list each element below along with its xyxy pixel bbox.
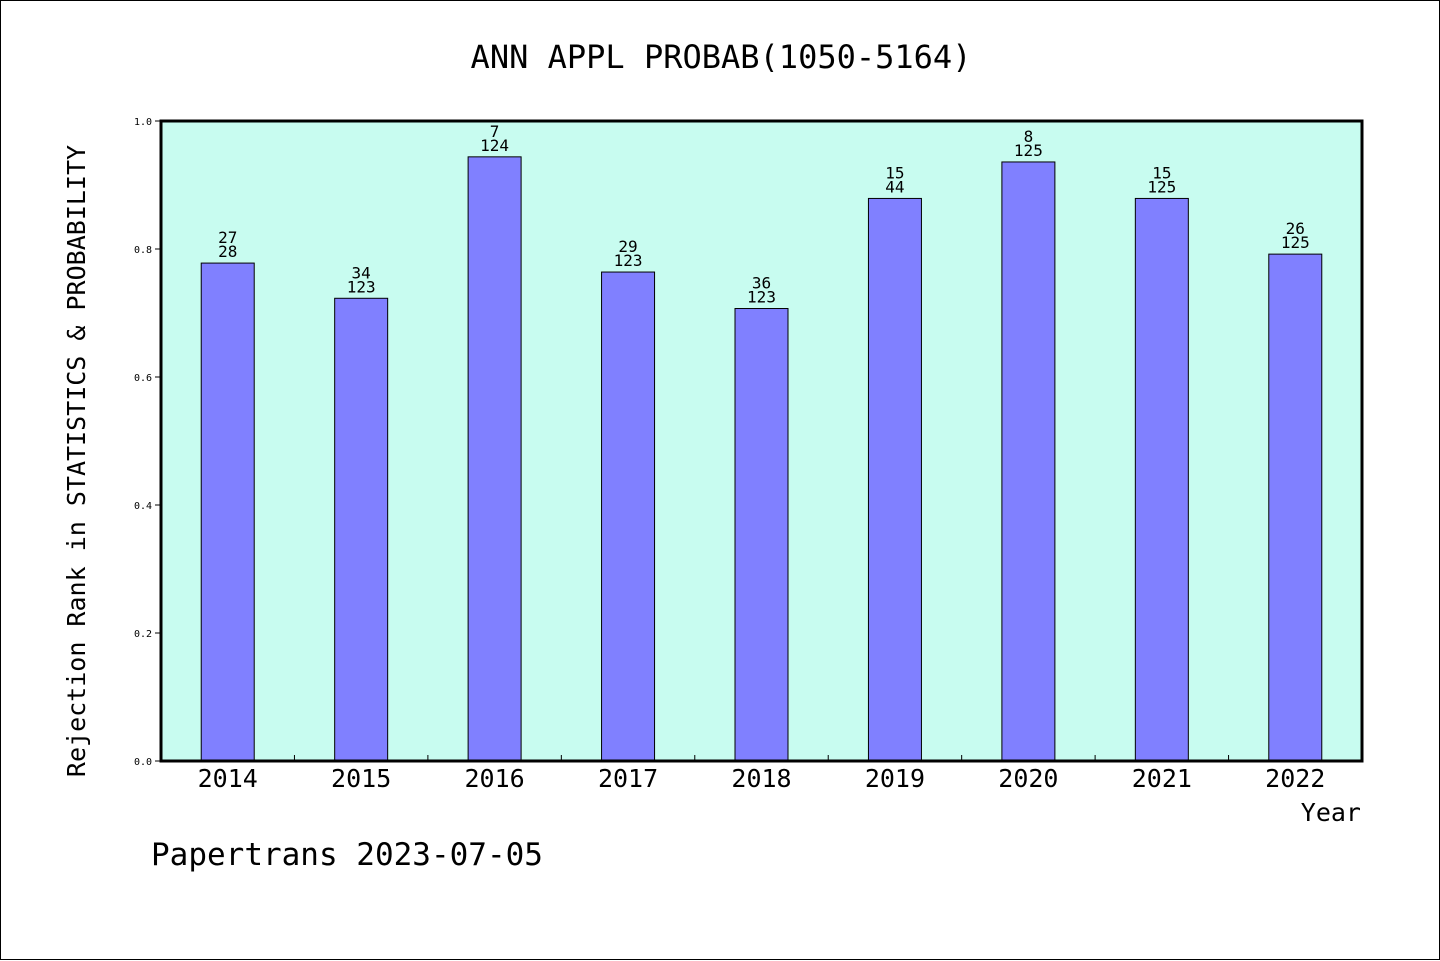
x-tick-label-2022: 2022: [1265, 764, 1325, 793]
bar-2016: [467, 156, 522, 762]
bar-rank-label-2016: 7: [490, 122, 500, 141]
x-axis-ticks: 2014 2015 2016 2017 2018 2019 2020 2021 2022: [198, 755, 1325, 793]
x-tick-label-2014: 2014: [198, 764, 258, 793]
bar-2015: [334, 297, 389, 762]
bar-2020: [1001, 161, 1056, 762]
x-tick-label-2021: 2021: [1132, 764, 1192, 793]
bar-rank-label-2018: 36: [752, 274, 771, 293]
bar-rank-label-2021: 15: [1152, 163, 1171, 182]
bar-total-label-2021: 125: [1147, 177, 1176, 196]
bar-rank-label-2022: 26: [1286, 219, 1305, 238]
bar-2021: [1134, 197, 1189, 762]
x-tick-label-2016: 2016: [465, 764, 525, 793]
y-axis-ticks: 0.0 0.2 0.4 0.6 0.8 1.0: [134, 117, 161, 768]
bar-2018: [734, 308, 789, 762]
y-axis-label: Rejection Rank in STATISTICS & PROBABILI…: [62, 145, 91, 777]
x-axis-label: Year: [1301, 798, 1361, 827]
y-tick-label-0.6: 0.6: [134, 373, 152, 384]
bar-rank-label-2014: 27: [218, 228, 237, 247]
bar-total-label-2019: 44: [885, 177, 904, 196]
y-tick-label-0.4: 0.4: [134, 501, 152, 512]
bar-total-label-2020: 125: [1014, 141, 1043, 160]
footer-credit: Papertrans 2023-07-05: [151, 837, 543, 873]
bar-labels-group: 2728341237124291233612315448125151252612…: [218, 122, 1310, 307]
bar-rank-label-2017: 29: [618, 237, 637, 256]
x-tick-label-2015: 2015: [331, 764, 391, 793]
x-tick-label-2019: 2019: [865, 764, 925, 793]
chart-title: ANN APPL PROBAB(1050-5164): [471, 38, 972, 76]
bar-2014: [200, 262, 255, 762]
bar-total-label-2018: 123: [747, 288, 776, 307]
bar-total-label-2015: 123: [347, 277, 376, 296]
y-tick-label-0.2: 0.2: [134, 629, 152, 640]
bar-total-label-2014: 28: [218, 242, 237, 261]
bar-2022: [1268, 253, 1323, 762]
y-tick-label-1.0: 1.0: [134, 117, 152, 128]
y-tick-label-0.0: 0.0: [134, 757, 152, 768]
x-tick-label-2020: 2020: [998, 764, 1058, 793]
bar-total-label-2016: 124: [480, 136, 509, 155]
bar-total-label-2017: 123: [614, 251, 643, 270]
bar-2019: [867, 197, 922, 762]
y-tick-label-0.8: 0.8: [134, 245, 152, 256]
x-tick-label-2018: 2018: [731, 764, 791, 793]
x-tick-label-2017: 2017: [598, 764, 658, 793]
bar-2017: [601, 271, 656, 762]
bars-group: [200, 156, 1323, 762]
bar-rank-label-2019: 15: [885, 163, 904, 182]
bar-rank-label-2020: 8: [1024, 127, 1034, 146]
plot-border: [159, 119, 1364, 763]
bar-total-label-2022: 125: [1281, 233, 1310, 252]
bar-rank-label-2015: 34: [352, 263, 371, 282]
